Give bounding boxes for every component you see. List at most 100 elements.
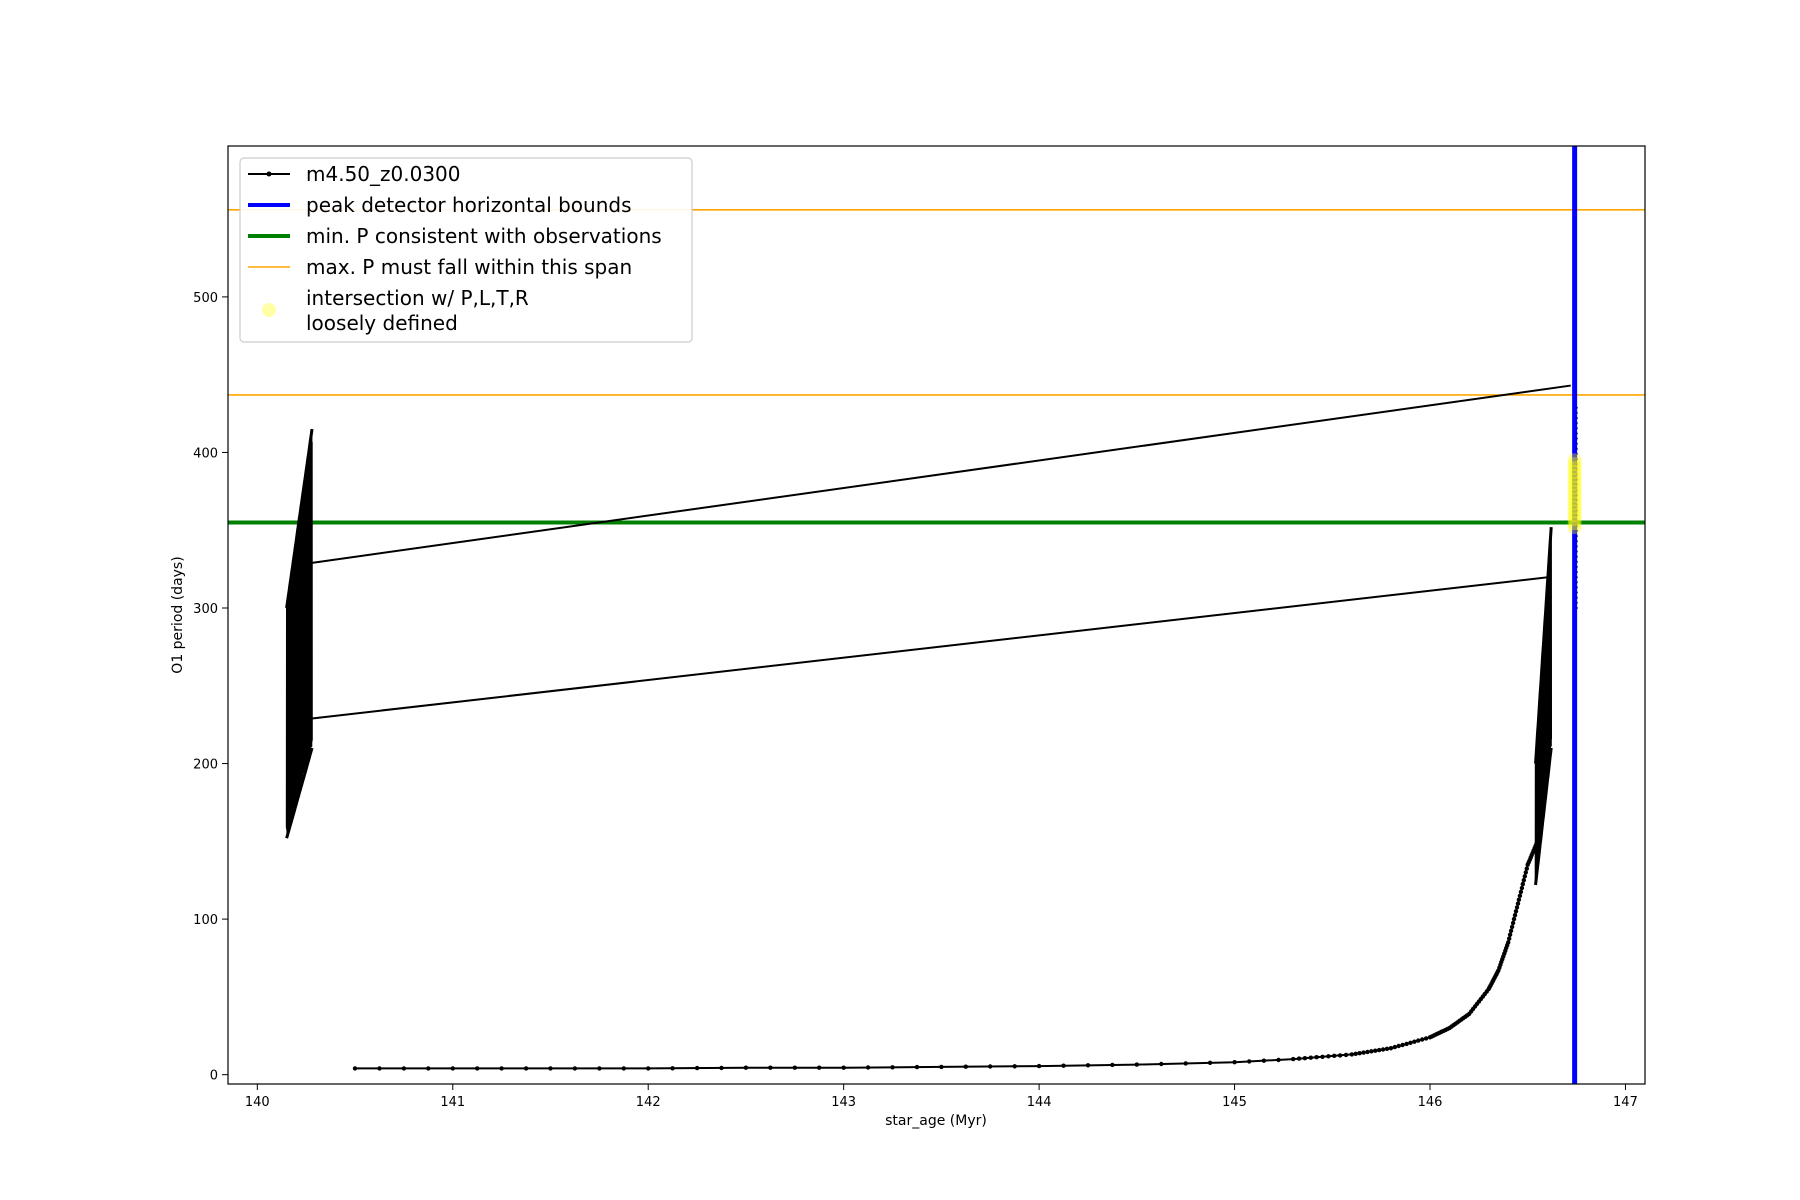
series-point: [719, 1065, 724, 1071]
series-point: [1036, 1063, 1042, 1069]
series-point: [1518, 889, 1524, 895]
series-point: [1519, 885, 1525, 891]
series-point: [1575, 483, 1578, 486]
series-point: [1575, 427, 1578, 430]
series-point: [1522, 874, 1528, 879]
series-point: [1575, 519, 1578, 522]
series-point: [1575, 432, 1578, 435]
series-point: [1515, 901, 1521, 906]
series-connector: [311, 384, 1571, 564]
x-tick-label: 140: [245, 1095, 270, 1110]
series-point: [1523, 870, 1529, 875]
series-point: [377, 1066, 382, 1071]
series-point: [914, 1064, 920, 1070]
series-point: [1575, 550, 1578, 553]
series-point: [401, 1066, 407, 1071]
series-point: [352, 1066, 358, 1071]
x-tick-label: 144: [1027, 1095, 1052, 1110]
series-point: [1575, 509, 1578, 512]
series-point: [939, 1064, 944, 1070]
series-point: [1207, 1060, 1213, 1066]
series-point: [1575, 591, 1578, 594]
series-point: [1511, 916, 1517, 922]
series-point: [1314, 1055, 1319, 1060]
series-point: [792, 1065, 797, 1070]
series-point: [1416, 1038, 1421, 1043]
legend-swatch-marker: [266, 171, 272, 177]
series-point: [817, 1065, 822, 1070]
series-point: [1061, 1063, 1066, 1068]
series-point: [1159, 1061, 1164, 1067]
plot-frame: [227, 145, 1646, 1085]
series-point: [1408, 1040, 1413, 1046]
series-point: [1575, 545, 1578, 548]
series-point: [1085, 1063, 1091, 1068]
series-point: [1575, 581, 1578, 584]
y-tick-label: 400: [193, 446, 218, 461]
series-point: [1575, 524, 1578, 528]
series-point: [1575, 514, 1578, 517]
series-point: [963, 1064, 968, 1069]
series-point: [1380, 1047, 1386, 1052]
series-point: [670, 1066, 675, 1071]
x-tick-label: 145: [1222, 1095, 1247, 1110]
series-point: [450, 1066, 455, 1071]
highlight-point: [1567, 488, 1582, 503]
x-tick-label: 147: [1613, 1095, 1638, 1110]
series-point: [1524, 866, 1530, 871]
series-envelope-upper: [1534, 527, 1553, 764]
series-point: [1392, 1044, 1398, 1050]
series-point: [1575, 468, 1578, 471]
series-point: [1337, 1053, 1343, 1058]
series-point: [1296, 1056, 1302, 1061]
series-point: [1575, 416, 1578, 420]
highlight-point: [1567, 512, 1582, 527]
highlight-point: [1567, 516, 1582, 531]
series-point: [1369, 1049, 1374, 1054]
series-point: [890, 1065, 895, 1070]
series-point: [1261, 1058, 1267, 1063]
series-point: [1575, 422, 1578, 425]
series-point: [1326, 1054, 1331, 1059]
series-point: [743, 1065, 749, 1070]
series-point: [1575, 504, 1578, 507]
series-point: [1575, 447, 1578, 451]
series-point: [988, 1064, 993, 1069]
series-point: [1575, 560, 1578, 563]
series-point: [475, 1066, 480, 1071]
highlight-point: [1567, 472, 1582, 487]
legend-swatch-dot: [262, 303, 276, 317]
series-point: [1365, 1049, 1370, 1055]
series-point: [1520, 881, 1526, 887]
highlight-point: [1567, 465, 1582, 480]
x-axis: 140 141 142 143 144 145 146 147: [245, 1084, 1638, 1110]
series-point: [1575, 540, 1578, 543]
series-envelope-lower: [285, 747, 314, 839]
series-point: [1404, 1041, 1409, 1047]
series-point: [1396, 1043, 1401, 1049]
series-point: [1509, 924, 1515, 930]
legend-label: intersection w/ P,L,T,R: [306, 286, 529, 310]
series-envelope-lower: [1534, 747, 1553, 886]
series-envelope-upper: [285, 428, 314, 609]
series-point: [572, 1066, 578, 1071]
series-point: [1134, 1062, 1140, 1067]
series-point: [1373, 1048, 1378, 1053]
series-point: [1332, 1053, 1337, 1059]
series-point: [1575, 601, 1578, 605]
series-point: [1320, 1054, 1325, 1060]
series-point: [1388, 1046, 1394, 1051]
series-point: [1012, 1064, 1017, 1069]
highlight-point: [1567, 457, 1582, 472]
series-point: [1513, 909, 1519, 914]
series-point: [1575, 529, 1578, 533]
series-point: [1357, 1051, 1362, 1056]
highlight-point: [1567, 492, 1582, 507]
highlight-point: [1567, 500, 1582, 515]
series-point: [1575, 478, 1578, 481]
series-point: [426, 1066, 431, 1071]
series-point: [1514, 905, 1520, 910]
x-tick-label: 146: [1418, 1095, 1443, 1110]
series-point: [1575, 606, 1578, 610]
